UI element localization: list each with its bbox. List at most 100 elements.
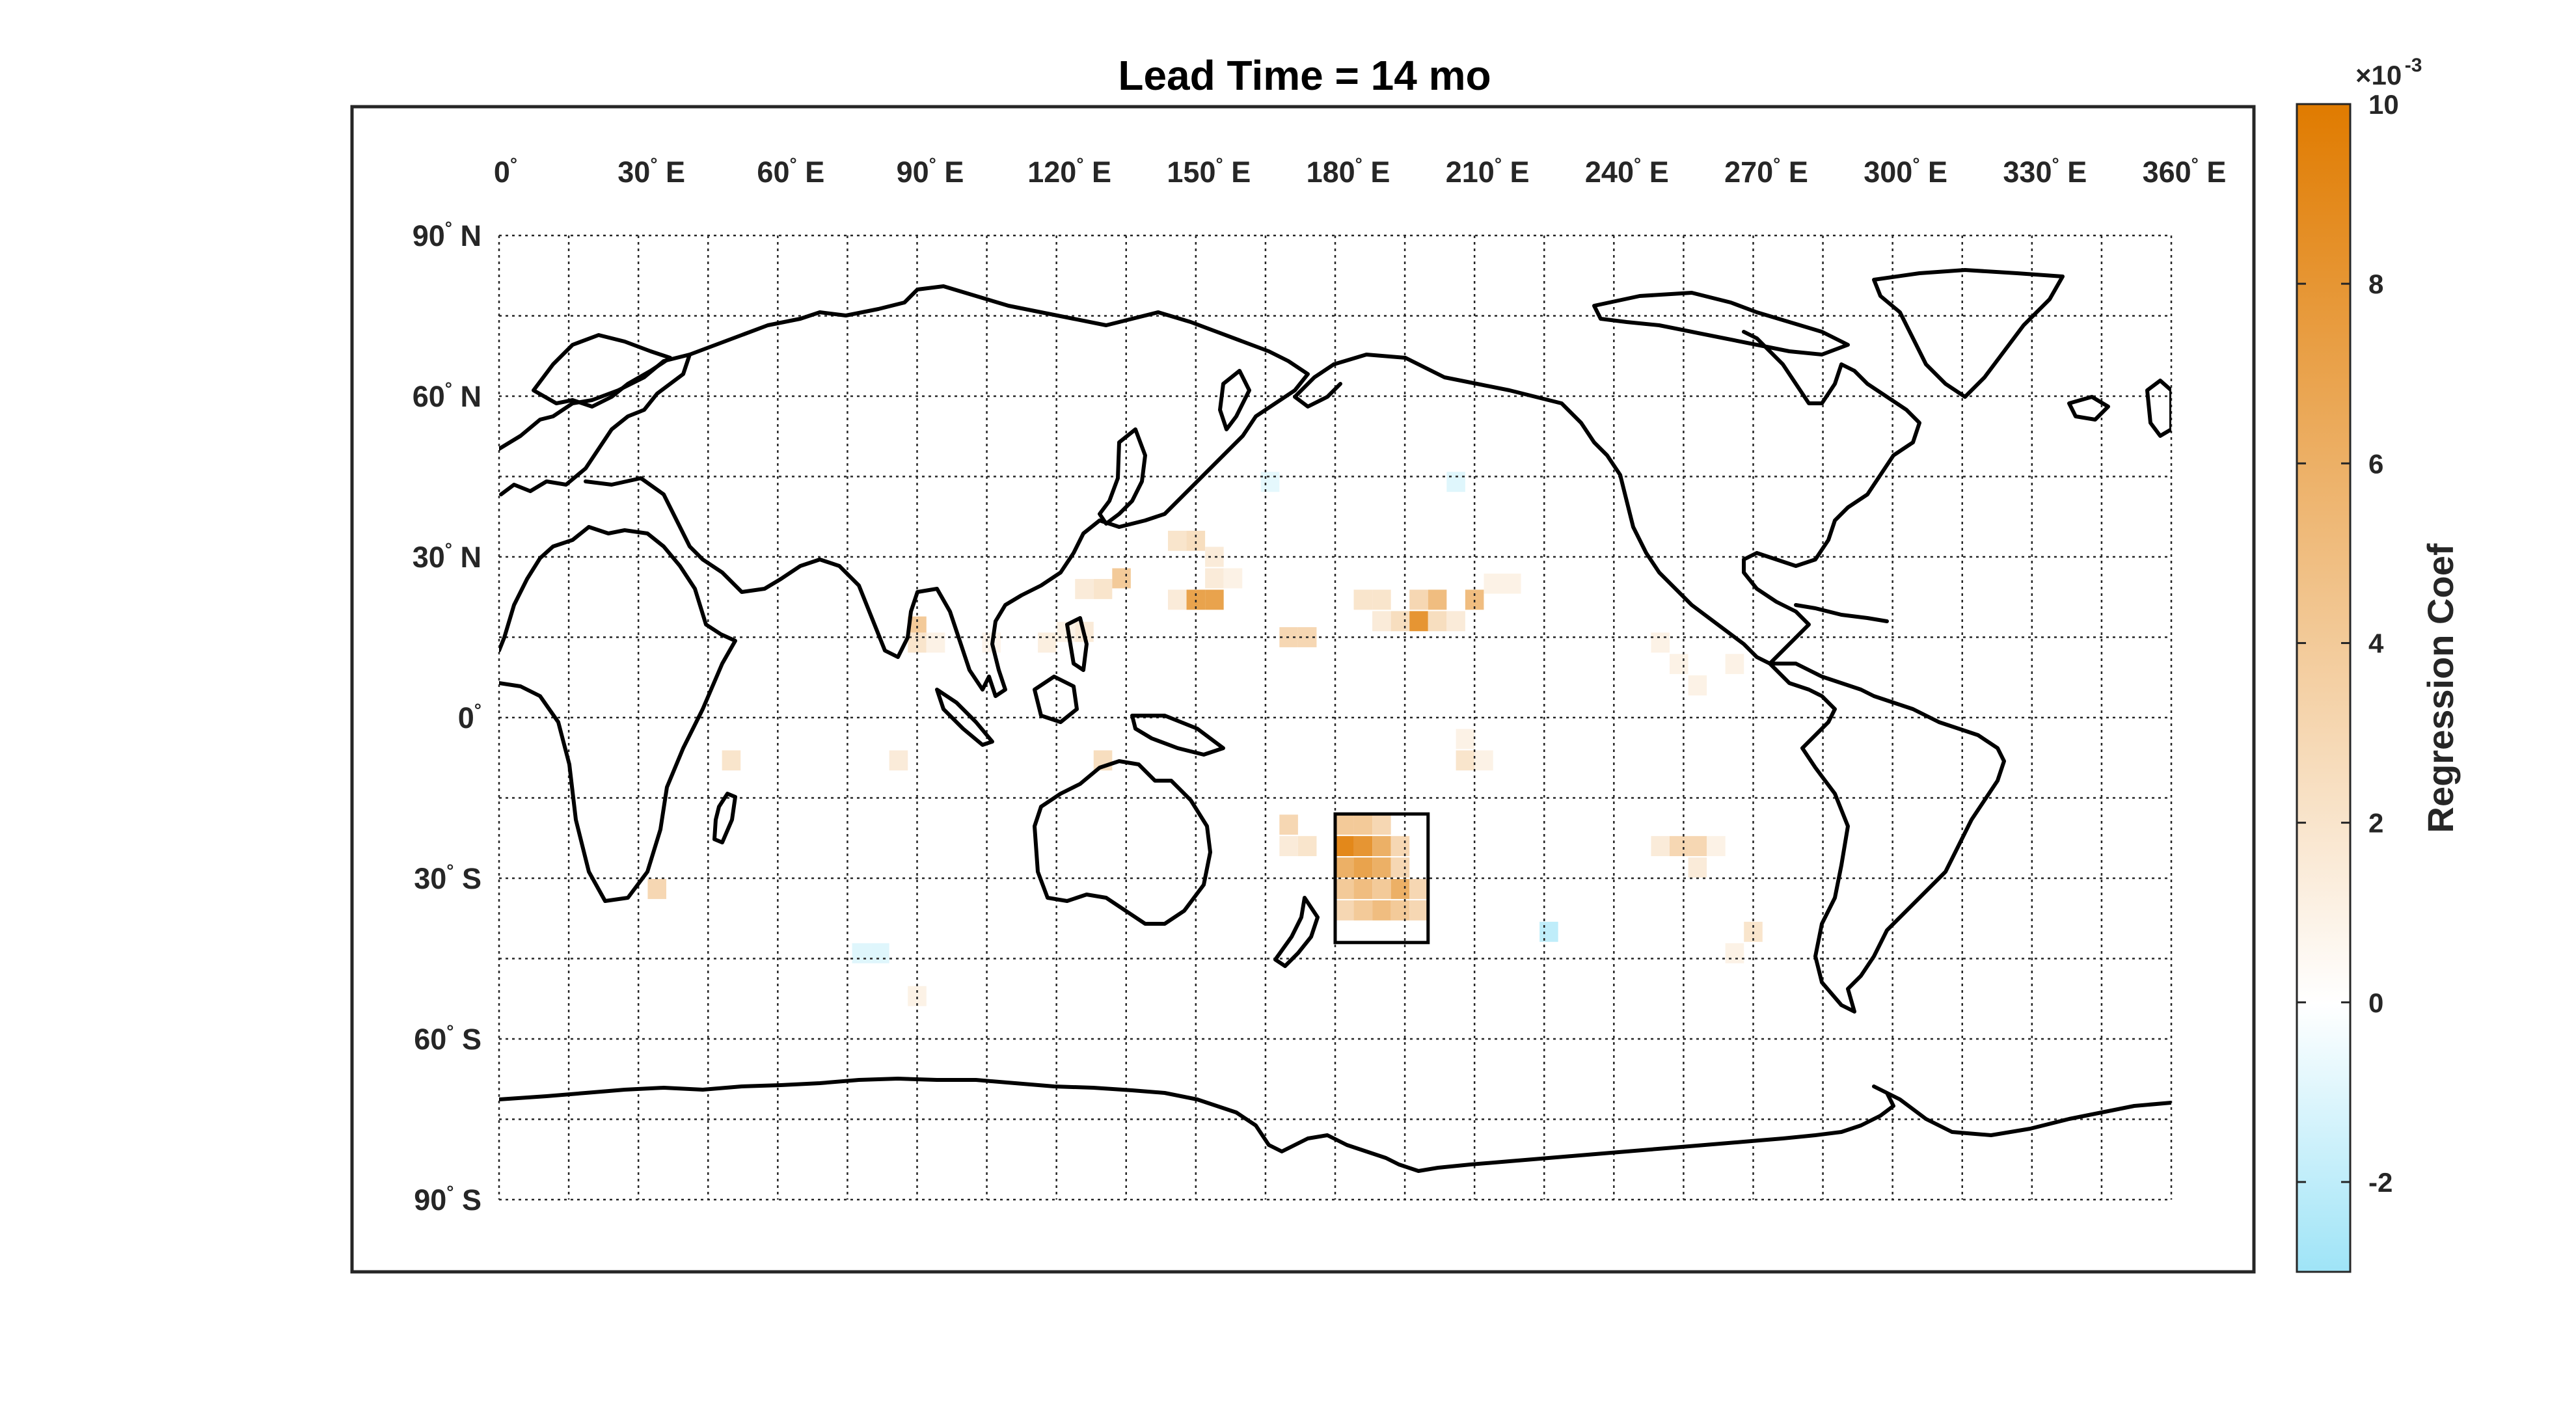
coast-newzealand [1273,896,1320,968]
heatmap-cell [1456,729,1475,749]
colorbar-label: Regression Coef [2420,543,2461,833]
heatmap-cell [1725,943,1744,963]
heatmap-cell [1279,814,1298,835]
map-title: Lead Time = 14 mo [1118,52,1491,99]
heatmap-cell [1353,836,1373,857]
lon-tick-label: 120° E [1027,154,1111,189]
heatmap-cell [908,986,927,1006]
graticule [498,234,2173,1201]
heatmap-cell [1186,530,1206,551]
heatmap-cell [647,879,666,899]
heatmap-cell [1725,654,1744,675]
heatmap-cell [1223,568,1243,589]
heatmap-cell [1446,472,1465,492]
heatmap-cell [722,750,741,771]
heatmap-cell [889,750,908,771]
coast-madagascar [712,792,737,844]
coast-antarctica [499,1077,2171,1173]
region-box [1333,812,1430,945]
lat-tick-label: 90° N [413,218,481,252]
coast-africa [499,525,737,903]
lon-tick-label: 300° E [1864,154,1947,189]
heatmap-cell [1279,836,1298,857]
lat-tick-label: 30° N [413,539,481,574]
lat-tick-label: 90° S [414,1182,481,1217]
colorbar-tick-label: 10 [2368,89,2399,120]
heatmap-cell [1484,573,1502,594]
heatmap-cell [1335,879,1354,899]
heatmap-cell [926,632,945,653]
lon-tick-label: 0° [494,154,517,189]
heatmap-cell [1168,530,1187,551]
heatmap-cell [1335,900,1354,921]
coast-scandinavia [532,333,672,409]
coast-greenland [1872,268,2065,399]
heatmap-cell [1335,836,1354,857]
heatmap-cell [1353,589,1373,610]
colorbar-exponent-base: ×10 [2355,60,2402,90]
heatmap-cell [1456,750,1475,771]
coast-mideast [584,476,991,692]
coast-uk [2145,379,2171,438]
heatmap-cell [1353,900,1373,921]
heatmap-cell [1409,589,1428,610]
heatmap-cell [1372,611,1391,632]
heatmap-cell [1093,578,1113,599]
coast-japan [1098,427,1147,526]
coast-borneo [1033,675,1079,724]
coast-northamerica [1332,330,1921,666]
colorbar-exponent: ×10 -3 [2355,55,2422,90]
heatmap-cell [1260,472,1280,492]
heatmap-cell [1428,589,1447,610]
lon-tick-label: 270° E [1724,154,1808,189]
lon-tick-label: 330° E [2003,154,2087,189]
lat-tick-labels: 90° N 60° N 30° N 0° 30° S 60° S 90° S [413,218,481,1217]
colorbar-tick-label: 0 [2368,988,2383,1018]
colorbar-ticks: -2 0 2 4 6 8 10 [2297,89,2399,1198]
heatmap-cell [1688,836,1707,857]
colorbar-tick-label: 8 [2368,269,2383,299]
heatmap-cell [1038,632,1057,653]
heatmap-cell [1112,568,1131,589]
heatmap-cell [1502,573,1521,594]
colorbar: -2 0 2 4 6 8 10 ×10 -3 Regression Coef [2296,55,2461,1273]
coast-newguinea [1130,714,1225,757]
colorbar-tick-label: 4 [2368,628,2384,658]
heatmap-cell [1205,546,1224,567]
heatmap-cell [1353,879,1373,899]
heatmap-cell [1670,654,1688,675]
colorbar-exponent-power: -3 [2405,55,2422,76]
heatmap-cell [908,632,927,653]
lon-tick-label: 90° E [897,154,964,189]
coast-philippines [1065,616,1089,672]
heatmap-cell [1372,589,1391,610]
heatmap-cell [1335,857,1354,878]
heatmap-cell [1651,836,1670,857]
heatmap-cell [1409,879,1428,899]
heatmap-cell [1707,836,1726,857]
heatmap-cell [871,943,889,963]
coast-sumatra [935,688,994,747]
lon-tick-label: 60° E [757,154,824,189]
colorbar-tick-label: 6 [2368,448,2383,479]
heatmap-cell [1372,879,1391,899]
heatmap-cell [1372,857,1391,878]
heatmap-cell [1075,578,1094,599]
lon-tick-label: 210° E [1446,154,1530,189]
heatmap-cell [1168,589,1187,610]
heatmap-cell [1372,814,1391,835]
colorbar-tick-label: 2 [2368,808,2383,839]
heatmap-cell [1688,675,1707,696]
lon-tick-labels: 0° 30° E 60° E 90° E 120° E 150° E 180° E 210° … [494,154,2227,189]
coast-eastasia [987,453,1225,698]
coast-iceland [2067,395,2110,422]
heatmap-cell [1428,611,1447,632]
heatmap-cell [1353,814,1373,835]
lat-tick-label: 30° S [414,861,481,895]
heatmap-cell [1390,836,1410,857]
heatmap-cell [1539,921,1558,942]
heatmap-cell [1390,900,1410,921]
heatmap-cell [1390,879,1410,899]
heatmap-cells [647,472,1763,1006]
